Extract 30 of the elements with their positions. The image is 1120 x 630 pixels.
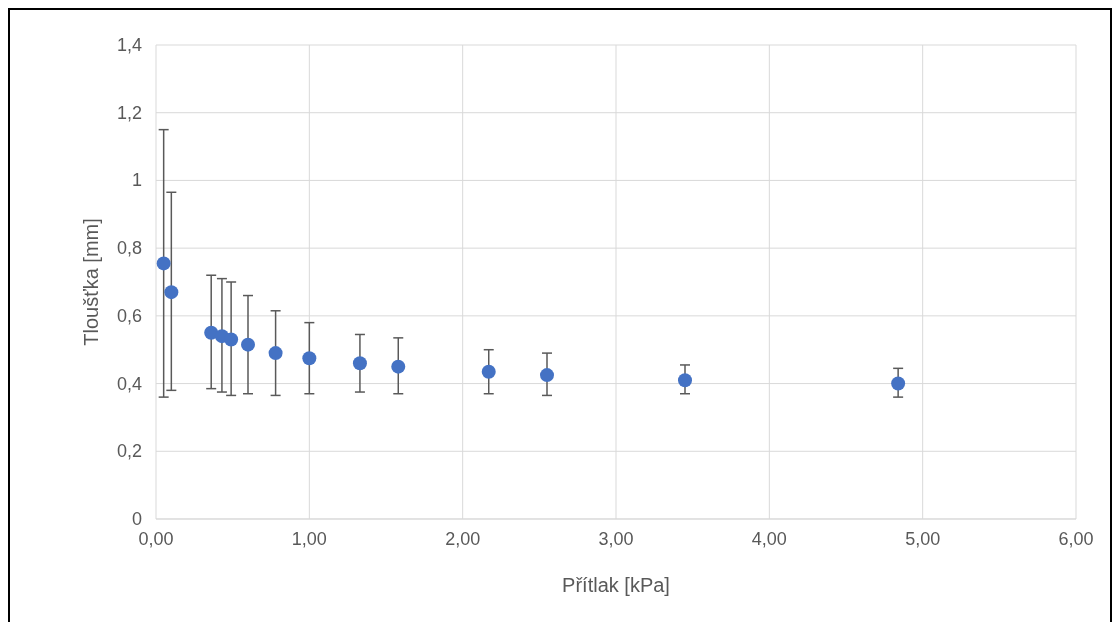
point [540, 368, 554, 383]
y-tick-label: 1 [131, 170, 142, 191]
y-tick-label: 0,2 [116, 441, 142, 462]
x-tick-label: 1,00 [291, 529, 327, 549]
point [891, 376, 906, 391]
y-tick-label: 1,2 [116, 102, 142, 123]
point [156, 256, 171, 271]
point [241, 337, 255, 352]
y-tick-label: 0,8 [116, 238, 142, 259]
y-axis-title: Tloušťka [mm] [80, 218, 102, 346]
point [352, 356, 367, 371]
y-tick-label: 0 [131, 509, 142, 529]
x-tick-label: 2,00 [445, 529, 481, 549]
x-tick-label: 3,00 [598, 529, 634, 549]
y-tick-label: 0,6 [116, 305, 142, 326]
y-tick-label: 1,4 [116, 35, 142, 55]
point [391, 359, 406, 374]
point [678, 373, 692, 388]
x-tick-label: 0,00 [138, 529, 174, 549]
point [302, 351, 317, 366]
point [481, 364, 496, 379]
x-tick-label: 4,00 [751, 529, 787, 549]
x-axis-title: Přítlak [kPa] [562, 574, 670, 596]
y-tick-label: 0,4 [116, 373, 142, 394]
point [164, 285, 179, 300]
point [268, 346, 283, 361]
x-tick-label: 6,00 [1058, 529, 1094, 549]
point [224, 332, 239, 347]
x-tick-label: 5,00 [905, 529, 941, 549]
point [204, 325, 219, 340]
